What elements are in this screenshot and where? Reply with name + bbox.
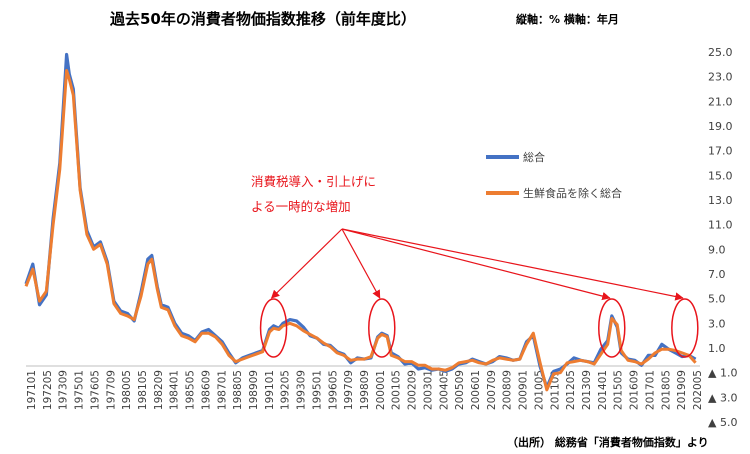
source-note: （出所） 総務省「消費者物価指数」より [507, 435, 709, 449]
x-tick-label: 200105 [391, 370, 403, 410]
annotation-arrow [341, 228, 611, 301]
x-tick-label: 201309 [581, 370, 593, 410]
x-tick-label: 197205 [42, 370, 54, 410]
annotation: 消費税導入・引上げに よる一時的な増加 [251, 174, 699, 358]
x-axis-ticks: 197101 197205 197309 197501 197605 197709 1980… [26, 370, 704, 410]
series-line-total [24, 52, 697, 390]
x-tick-label: 199501 [311, 370, 323, 410]
x-tick-label: 198401 [169, 370, 181, 410]
x-tick-label: 202005 [692, 370, 704, 410]
x-tick-label: 201909 [676, 370, 688, 410]
chart-subtitle: 縦軸：% 横軸：年月 [516, 12, 619, 26]
highlight-ellipse [368, 298, 396, 358]
x-tick-label: 198909 [248, 370, 260, 410]
x-tick-label: 201701 [644, 370, 656, 410]
x-tick-label: 201005 [533, 370, 545, 410]
x-tick-label: 200809 [502, 370, 514, 410]
y-tick-label: 23.0 [708, 71, 733, 84]
series-line-core [24, 69, 697, 392]
series-layer [24, 52, 697, 392]
x-tick-label: 201505 [613, 370, 625, 410]
annotation-arrow [270, 228, 343, 299]
y-tick-label: 5.0 [708, 293, 726, 306]
annotation-arrows [270, 228, 684, 301]
legend-label-core: 生鮮食品を除く総合 [523, 186, 622, 200]
x-tick-label: 198609 [200, 370, 212, 410]
x-tick-label: 199205 [280, 370, 292, 410]
x-tick-label: 197605 [89, 370, 101, 410]
highlight-ellipse [598, 298, 626, 358]
x-tick-label: 200405 [438, 370, 450, 410]
x-tick-label: 198005 [121, 370, 133, 410]
x-tick-label: 199605 [327, 370, 339, 410]
y-tick-label: 3.0 [708, 317, 726, 330]
highlight-ellipse [259, 298, 288, 358]
highlight-ellipse [671, 298, 699, 358]
y-axis-ticks: 25.0 23.0 21.0 19.0 17.0 15.0 13.0 11.0 9.0 7.0 5.… [708, 46, 737, 429]
y-tick-label: ▲ 3.0 [708, 391, 737, 404]
y-tick-label: 1.0 [708, 342, 726, 355]
annotation-line-2: よる一時的な増加 [251, 199, 351, 214]
x-tick-label: 201805 [660, 370, 672, 410]
x-tick-label: 199809 [359, 370, 371, 410]
y-tick-label: 7.0 [708, 268, 726, 281]
x-tick-label: 197101 [26, 370, 38, 410]
x-tick-label: 198805 [232, 370, 244, 410]
x-tick-label: 200209 [407, 370, 419, 410]
x-tick-label: 199101 [264, 370, 276, 410]
x-tick-label: 200001 [375, 370, 387, 410]
x-tick-label: 199309 [296, 370, 308, 410]
x-tick-label: 197309 [58, 370, 70, 410]
annotation-arrow [341, 228, 684, 301]
y-tick-label: 25.0 [708, 46, 733, 59]
annotation-ellipses [259, 298, 699, 358]
y-tick-label: 9.0 [708, 243, 726, 256]
y-tick-label: 13.0 [708, 194, 733, 207]
x-tick-label: 201401 [597, 370, 609, 410]
y-tick-label: 15.0 [708, 169, 733, 182]
x-tick-label: 198505 [185, 370, 197, 410]
x-tick-label: 198209 [153, 370, 165, 410]
y-tick-label: ▲ 1.0 [708, 367, 737, 380]
x-tick-label: 197709 [105, 370, 117, 410]
annotation-arrow [341, 228, 381, 299]
legend: 総合 生鮮食品を除く総合 [486, 150, 622, 200]
legend-label-total: 総合 [523, 150, 545, 164]
chart-title: 過去50年の消費者物価指数推移（前年度比） [109, 10, 416, 28]
x-tick-label: 200901 [518, 370, 530, 410]
x-tick-label: 200601 [470, 370, 482, 410]
x-tick-label: 197501 [74, 370, 86, 410]
x-tick-label: 200709 [486, 370, 498, 410]
x-tick-label: 200301 [422, 370, 434, 410]
y-tick-label: 21.0 [708, 95, 733, 108]
y-tick-label: 19.0 [708, 120, 733, 133]
y-tick-label: ▲ 5.0 [708, 416, 737, 429]
x-tick-label: 200509 [454, 370, 466, 410]
x-tick-label: 199709 [343, 370, 355, 410]
annotation-line-1: 消費税導入・引上げに [251, 174, 376, 189]
y-tick-label: 17.0 [708, 145, 733, 158]
x-tick-label: 198701 [216, 370, 228, 410]
y-tick-label: 11.0 [708, 219, 733, 232]
x-tick-label: 201205 [565, 370, 577, 410]
x-tick-label: 201609 [629, 370, 641, 410]
x-tick-label: 198105 [137, 370, 149, 410]
